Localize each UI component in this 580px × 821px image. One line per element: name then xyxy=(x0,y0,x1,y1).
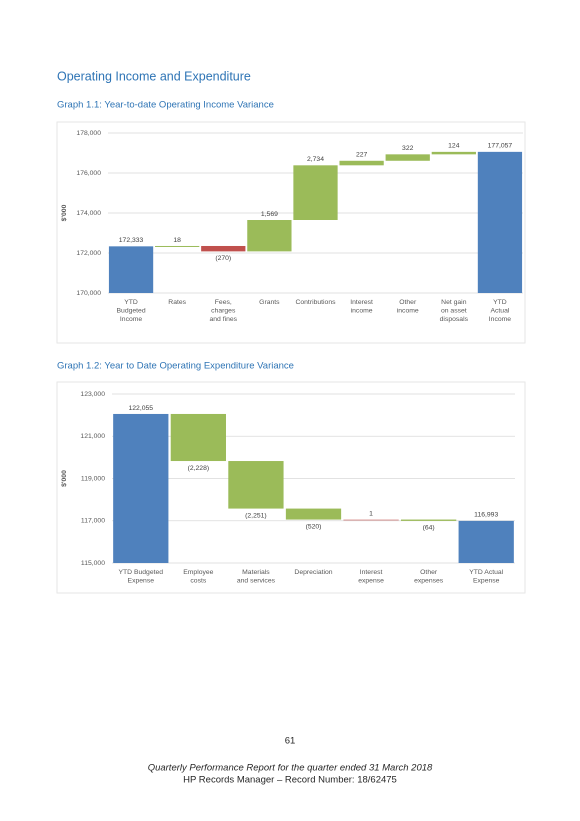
value-label: 1 xyxy=(369,510,373,517)
value-label: (2,228) xyxy=(188,465,210,472)
x-tick-label: costs xyxy=(190,577,206,584)
y-tick-label: 117,000 xyxy=(81,518,105,525)
y-tick-label: 123,000 xyxy=(80,391,105,398)
x-tick-label: and services xyxy=(237,577,276,584)
value-label: (2,251) xyxy=(245,512,267,519)
y-axis-label: $'000 xyxy=(61,204,68,221)
bar xyxy=(477,151,523,293)
chart-title: Graph 1.2: Year to Date Operating Expend… xyxy=(57,361,294,372)
x-tick-label: YTD Actual xyxy=(469,569,503,576)
x-tick-label: Fees, xyxy=(215,299,232,306)
value-label: 1,569 xyxy=(261,211,278,218)
value-label: 177,057 xyxy=(488,143,513,150)
y-tick-label: 176,000 xyxy=(76,170,101,177)
y-tick-label: 119,000 xyxy=(81,475,105,482)
y-tick-label: 172,000 xyxy=(76,250,101,257)
y-tick-label: 115,000 xyxy=(81,560,105,567)
x-tick-label: expenses xyxy=(414,577,444,584)
x-tick-label: and fines xyxy=(209,316,237,323)
bar xyxy=(228,461,284,509)
value-label: (270) xyxy=(215,255,231,262)
bar xyxy=(431,151,476,155)
x-tick-label: Contributions xyxy=(295,299,336,306)
bar xyxy=(247,220,292,252)
value-label: 227 xyxy=(356,152,368,159)
section-heading: Operating Income and Expenditure xyxy=(57,69,251,83)
x-tick-label: charges xyxy=(211,307,236,314)
x-tick-label: Other xyxy=(420,569,438,576)
chart-frame xyxy=(56,381,526,594)
y-tick-label: 174,000 xyxy=(76,210,101,217)
y-tick-label: 178,000 xyxy=(76,130,101,137)
x-tick-label: Employee xyxy=(183,569,213,576)
footer-line: Quarterly Performance Report for the qua… xyxy=(148,763,433,774)
bar xyxy=(385,154,430,161)
x-tick-label: Grants xyxy=(259,299,280,306)
x-tick-label: Expense xyxy=(128,577,155,584)
x-tick-label: YTD xyxy=(493,299,507,306)
bar xyxy=(201,245,246,252)
page-number: 61 xyxy=(285,736,296,747)
x-tick-label: expense xyxy=(358,577,384,584)
footer-line: HP Records Manager – Record Number: 18/6… xyxy=(183,775,397,786)
bar xyxy=(285,508,342,520)
x-tick-label: YTD Budgeted xyxy=(118,569,163,576)
x-tick-label: on asset xyxy=(441,307,467,314)
bar xyxy=(343,519,399,521)
x-tick-label: Income xyxy=(489,316,512,323)
x-tick-label: income xyxy=(397,307,419,314)
bar xyxy=(401,519,457,521)
x-tick-label: Expense xyxy=(473,577,500,584)
bar xyxy=(113,413,169,563)
value-label: 124 xyxy=(448,143,460,150)
x-tick-label: disposals xyxy=(440,316,469,323)
y-tick-label: 121,000 xyxy=(80,433,105,440)
value-label: 18 xyxy=(173,237,181,244)
value-label: 322 xyxy=(402,145,414,152)
x-tick-label: Rates xyxy=(168,299,186,306)
value-label: 116,993 xyxy=(474,512,498,519)
value-label: 2,734 xyxy=(307,156,324,163)
bar xyxy=(293,165,338,220)
bar xyxy=(170,413,226,462)
bar xyxy=(155,245,200,247)
x-tick-label: Materials xyxy=(242,569,270,576)
bar xyxy=(108,246,154,293)
bar xyxy=(458,520,514,563)
chart-frame xyxy=(56,121,526,344)
x-tick-label: Net gain xyxy=(441,299,467,306)
value-label: 122,055 xyxy=(128,405,153,412)
bar xyxy=(339,160,384,166)
value-label: 172,333 xyxy=(119,237,144,244)
chart-title: Graph 1.1: Year-to-date Operating Income… xyxy=(57,100,274,111)
x-tick-label: Income xyxy=(120,316,143,323)
value-label: (64) xyxy=(423,525,435,532)
value-label: (520) xyxy=(306,523,322,530)
x-tick-label: Actual xyxy=(490,307,509,314)
y-axis-label: $'000 xyxy=(61,470,68,487)
x-tick-label: income xyxy=(351,307,373,314)
x-tick-label: Depreciation xyxy=(294,569,332,576)
x-tick-label: Interest xyxy=(360,569,383,576)
x-tick-label: Other xyxy=(399,299,417,306)
x-tick-label: Interest xyxy=(350,299,373,306)
x-tick-label: YTD xyxy=(124,299,138,306)
y-tick-label: 170,000 xyxy=(76,290,101,297)
x-tick-label: Budgeted xyxy=(117,307,146,314)
